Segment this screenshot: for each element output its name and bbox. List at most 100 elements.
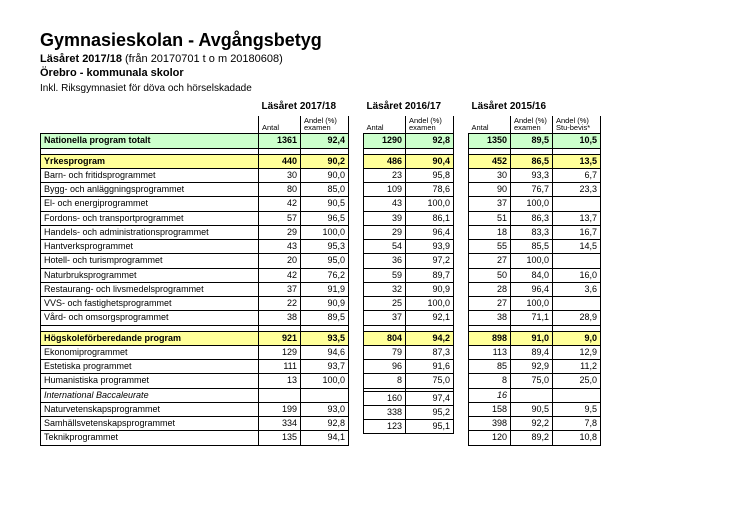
program-label: Estetiska programmet	[41, 360, 259, 374]
antal-cell: 486	[364, 154, 406, 168]
program-label: VVS- och fastighetsprogrammet	[41, 297, 259, 311]
subtitle-note: Inkl. Riksgymnasiet för döva och hörsels…	[40, 83, 349, 94]
stubevis-cell	[553, 297, 601, 311]
examen-cell: 95,2	[406, 405, 454, 419]
table-row: 27100,0	[469, 254, 601, 268]
antal-cell	[259, 388, 301, 402]
antal-cell: 36	[364, 254, 406, 268]
program-label: Vård- och omsorgsprogrammet	[41, 311, 259, 325]
examen-cell: 100,0	[406, 197, 454, 211]
year2-col-antal: Antal	[364, 116, 406, 134]
antal-cell: 90	[469, 183, 511, 197]
table-row: Hotell- och turismprogrammet2095,0	[41, 254, 349, 268]
antal-cell: 28	[469, 282, 511, 296]
antal-cell: 440	[259, 154, 301, 168]
examen-cell: 97,2	[406, 254, 454, 268]
examen-cell: 90,9	[406, 282, 454, 296]
examen-cell: 92,2	[511, 417, 553, 431]
year1-header: Läsåret 2017/18	[259, 100, 349, 116]
antal-cell: 158	[469, 402, 511, 416]
table-row: 5493,9	[364, 240, 454, 254]
year1-col-examen: Andel (%)examen	[301, 116, 349, 134]
year2-col-examen: Andel (%)examen	[406, 116, 454, 134]
examen-cell: 100,0	[511, 197, 553, 211]
table-row: 9076,723,3	[469, 183, 601, 197]
examen-cell	[301, 388, 349, 402]
program-label: Naturbruksprogrammet	[41, 268, 259, 282]
antal-cell: 43	[364, 197, 406, 211]
examen-cell: 86,3	[511, 211, 553, 225]
examen-cell: 90,5	[301, 197, 349, 211]
examen-cell: 96,4	[406, 225, 454, 239]
examen-cell: 100,0	[301, 225, 349, 239]
table-row: 11389,412,9	[469, 345, 601, 359]
table-row: 16	[469, 388, 601, 402]
antal-cell: 23	[364, 168, 406, 182]
antal-cell: 55	[469, 240, 511, 254]
stubevis-cell: 16,7	[553, 225, 601, 239]
antal-cell: 13	[259, 374, 301, 388]
examen-cell: 100,0	[511, 297, 553, 311]
stubevis-cell: 9,0	[553, 331, 601, 345]
examen-cell: 90,4	[406, 154, 454, 168]
year3-block: . Läsåret 2015/16 Antal Andel (%)examen …	[468, 79, 601, 446]
examen-cell: 100,0	[406, 297, 454, 311]
table-row: 10978,6	[364, 183, 454, 197]
antal-cell: 43	[259, 240, 301, 254]
table-row: Naturbruksprogrammet4276,2	[41, 268, 349, 282]
examen-cell: 92,9	[511, 360, 553, 374]
examen-cell: 94,2	[406, 331, 454, 345]
antal-cell: 79	[364, 345, 406, 359]
table-row: 3093,36,7	[469, 168, 601, 182]
table-row: 3290,9	[364, 282, 454, 296]
table-row: 5186,313,7	[469, 211, 601, 225]
table-row: 2896,43,6	[469, 282, 601, 296]
table-row: Ekonomiprogrammet12994,6	[41, 345, 349, 359]
examen-cell: 93,3	[511, 168, 553, 182]
antal-cell: 59	[364, 268, 406, 282]
antal-cell: 22	[259, 297, 301, 311]
examen-cell: 90,2	[301, 154, 349, 168]
antal-cell: 921	[259, 331, 301, 345]
examen-cell: 90,0	[301, 168, 349, 182]
examen-cell: 100,0	[301, 374, 349, 388]
antal-cell: 30	[469, 168, 511, 182]
year3-col-antal: Antal	[469, 116, 511, 134]
table-row: 43100,0	[364, 197, 454, 211]
antal-cell: 8	[469, 374, 511, 388]
table-row: 875,025,0	[469, 374, 601, 388]
antal-cell: 51	[469, 211, 511, 225]
antal-cell: 1350	[469, 134, 511, 148]
examen-cell: 87,3	[406, 345, 454, 359]
table-row: 5585,514,5	[469, 240, 601, 254]
table-row: 12089,210,8	[469, 431, 601, 445]
examen-cell: 95,8	[406, 168, 454, 182]
examen-cell: 94,1	[301, 431, 349, 445]
stubevis-cell: 11,2	[553, 360, 601, 374]
program-label: El- och energiprogrammet	[41, 197, 259, 211]
table-row: 37100,0	[469, 197, 601, 211]
program-label: Handels- och administrationsprogrammet	[41, 225, 259, 239]
page-title: Gymnasieskolan - Avgångsbetyg	[40, 30, 706, 51]
examen-cell: 90,9	[301, 297, 349, 311]
program-label: Högskoleförberedande program	[41, 331, 259, 345]
antal-cell: 199	[259, 402, 301, 416]
examen-cell: 91,6	[406, 360, 454, 374]
examen-cell: 92,4	[301, 134, 349, 148]
table-row: 45286,513,5	[469, 154, 601, 168]
table-row: 875,0	[364, 374, 454, 388]
table-row: 1883,316,7	[469, 225, 601, 239]
stubevis-cell: 12,9	[553, 345, 601, 359]
table-row: 15890,59,5	[469, 402, 601, 416]
table-row: Yrkesprogram44090,2	[41, 154, 349, 168]
table-year2: Läsåret 2016/17 Antal Andel (%)examen 12…	[363, 100, 454, 434]
table-row: 5989,7	[364, 268, 454, 282]
antal-cell: 113	[469, 345, 511, 359]
stubevis-cell: 7,8	[553, 417, 601, 431]
examen-cell: 92,8	[301, 417, 349, 431]
table-row: 2996,4	[364, 225, 454, 239]
antal-cell: 54	[364, 240, 406, 254]
examen-cell: 96,4	[511, 282, 553, 296]
antal-cell: 338	[364, 405, 406, 419]
examen-cell: 100,0	[511, 254, 553, 268]
